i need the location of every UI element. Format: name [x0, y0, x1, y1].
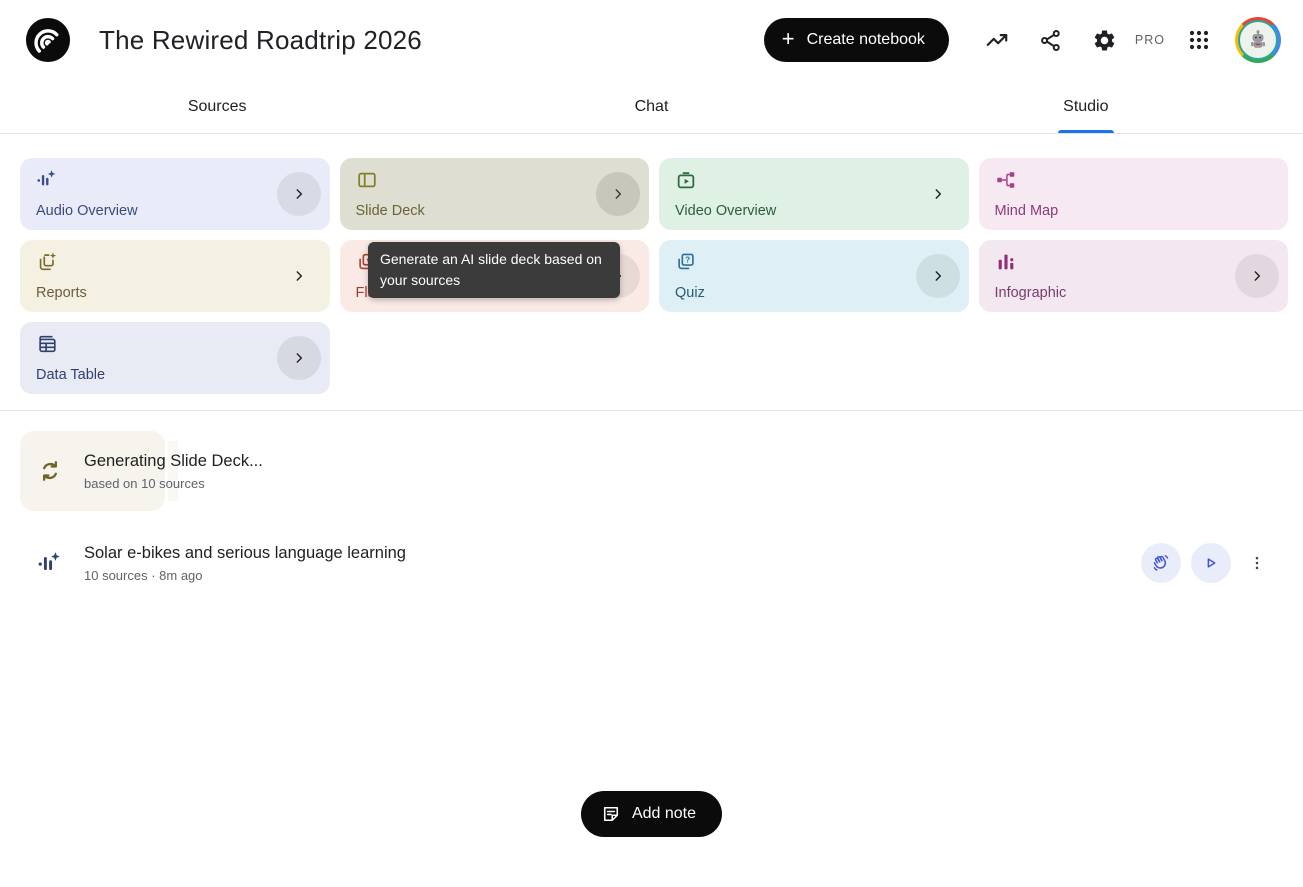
create-notebook-button[interactable]: + Create notebook — [763, 18, 949, 62]
svg-text:?: ? — [685, 256, 690, 265]
card-label: Slide Deck — [355, 203, 425, 219]
loading-shimmer — [168, 441, 178, 501]
card-label: Reports — [36, 285, 87, 301]
video-frame-icon — [675, 169, 697, 191]
video-overview-open-button[interactable] — [916, 172, 960, 216]
quiz-cards-icon: ? — [675, 251, 697, 273]
studio-card-infographic[interactable]: Infographic — [978, 240, 1288, 312]
create-notebook-label: Create notebook — [806, 31, 925, 48]
notebook-title[interactable]: The Rewired Roadtrip 2026 — [99, 24, 422, 55]
card-label: Video Overview — [675, 203, 777, 219]
generating-slide-deck-item[interactable]: Generating Slide Deck... based on 10 sou… — [0, 431, 1303, 511]
slide-deck-open-button[interactable] — [596, 172, 640, 216]
tab-studio[interactable]: Studio — [869, 80, 1303, 133]
avatar-robot-image — [1238, 20, 1278, 60]
section-divider — [0, 410, 1303, 411]
plus-icon: + — [781, 26, 795, 51]
audio-item-meta: 10 sources · 8m ago — [84, 567, 203, 583]
table-grid-icon — [36, 333, 58, 355]
add-note-label: Add note — [631, 805, 697, 822]
card-label: Mind Map — [994, 203, 1059, 219]
quiz-open-button[interactable] — [915, 254, 960, 298]
play-button[interactable] — [1191, 543, 1231, 583]
card-label: Quiz — [675, 285, 705, 301]
generating-subtitle: based on 10 sources — [84, 475, 205, 491]
generating-title: Generating Slide Deck... — [84, 451, 263, 470]
account-avatar[interactable] — [1235, 17, 1281, 63]
bar-chart-icon — [995, 251, 1017, 273]
tab-sources[interactable]: Sources — [187, 97, 247, 115]
audio-item-title: Solar e-bikes and serious language learn… — [84, 543, 406, 562]
infographic-open-button[interactable] — [1235, 254, 1279, 298]
app-header: The Rewired Roadtrip 2026 + Create noteb… — [0, 0, 1303, 80]
studio-card-slide-deck[interactable]: Slide Deck — [339, 158, 649, 230]
card-label: Infographic — [994, 285, 1067, 301]
note-icon — [601, 804, 621, 824]
notebooklm-logo-icon — [25, 17, 71, 63]
analytics-trending-up-icon[interactable] — [977, 20, 1017, 60]
slide-layout-icon — [356, 169, 378, 191]
loading-shimmer — [20, 431, 165, 511]
studio-card-grid: Audio Overview Slide Deck Video Overview — [20, 158, 1288, 394]
audio-overview-open-button[interactable] — [276, 172, 321, 216]
mind-map-nodes-icon — [995, 169, 1017, 191]
header-actions: + Create notebook PRO — [763, 17, 1281, 63]
studio-card-mind-map[interactable]: Mind Map — [978, 158, 1288, 230]
pro-badge: PRO — [1134, 33, 1165, 47]
studio-card-quiz[interactable]: ? Quiz — [659, 240, 969, 312]
reports-open-button[interactable] — [277, 254, 321, 298]
report-doc-sparkle-icon — [36, 251, 58, 273]
more-options-icon[interactable] — [1239, 543, 1275, 583]
data-table-open-button[interactable] — [276, 336, 321, 380]
audio-overview-item[interactable]: Solar e-bikes and serious language learn… — [0, 529, 1303, 597]
footer-actions: Add note — [0, 791, 1303, 837]
sync-arrows-icon — [28, 458, 72, 484]
slide-deck-tooltip: Generate an AI slide deck based on your … — [368, 242, 620, 298]
settings-gear-icon[interactable] — [1085, 20, 1125, 60]
apps-grid-icon[interactable] — [1179, 20, 1219, 60]
audio-waveform-sparkle-icon — [36, 169, 58, 191]
card-label: Data Table — [36, 367, 106, 383]
add-note-button[interactable]: Add note — [580, 791, 723, 837]
audio-waveform-sparkle-icon — [28, 550, 72, 576]
studio-card-video-overview[interactable]: Video Overview — [659, 158, 969, 230]
card-label: Audio Overview — [36, 203, 138, 219]
studio-card-data-table[interactable]: Data Table — [20, 322, 330, 394]
studio-outputs-list: Generating Slide Deck... based on 10 sou… — [0, 411, 1303, 597]
panel-tabbar: Sources Chat Studio — [0, 80, 1303, 134]
studio-card-audio-overview[interactable]: Audio Overview — [20, 158, 330, 230]
interactive-mode-hand-button[interactable] — [1141, 543, 1181, 583]
share-icon[interactable] — [1031, 20, 1071, 60]
tab-chat[interactable]: Chat — [634, 97, 669, 115]
studio-card-reports[interactable]: Reports — [20, 240, 330, 312]
